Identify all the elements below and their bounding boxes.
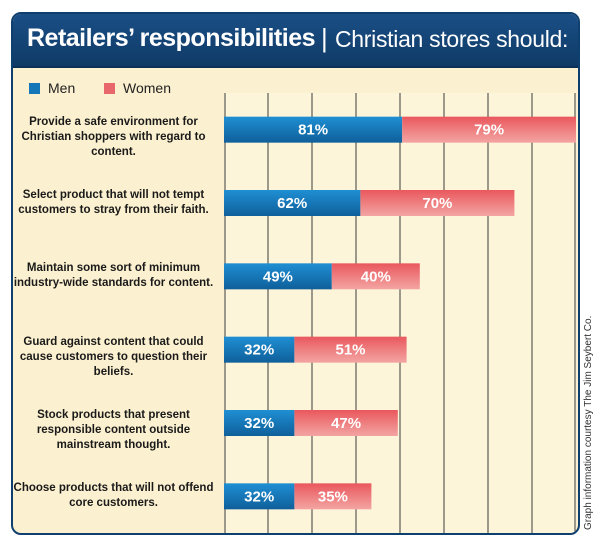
chart-title: Retailers’ responsibilities	[27, 24, 316, 52]
data-label-men: 32%	[244, 342, 274, 359]
legend-item-women: Women	[104, 80, 171, 96]
credit-text: Graph information courtesy The Jim Seybe…	[583, 315, 594, 530]
plot-area: 81% 79% 62% 70% 49% 40% 32% 51% 32% 47% 32% 35%	[224, 93, 576, 533]
data-label-men: 81%	[298, 122, 328, 139]
data-label-men: 49%	[263, 268, 293, 285]
bar-men	[224, 190, 361, 216]
category-label: Provide a safe environment for Christian…	[21, 115, 206, 158]
bar-women	[360, 190, 515, 216]
title-bar: Retailers’ responsibilities | Christian …	[13, 14, 578, 68]
bar-women	[294, 336, 407, 363]
data-label-women: 47%	[331, 415, 361, 432]
legend-swatch-women	[104, 82, 115, 94]
chart-subtitle: Christian stores should:	[335, 26, 569, 52]
category-label: Guard against content that could cause c…	[19, 335, 208, 378]
data-label-women: 35%	[318, 488, 348, 505]
bar-men	[224, 483, 295, 510]
bar-women	[294, 483, 372, 510]
category-label: Maintain some sort of minimum industry-w…	[13, 262, 214, 290]
title-separator: |	[321, 23, 328, 53]
legend-label-women: Women	[123, 80, 171, 96]
data-label-women: 51%	[335, 342, 365, 359]
chart-frame: Retailers’ responsibilities | Christian …	[11, 12, 580, 535]
category-label: Select product that will not tempt custo…	[18, 189, 209, 216]
legend-label-men: Men	[48, 80, 76, 96]
bar-women	[294, 410, 398, 436]
bar-chart: 81% 79% 62% 70% 49% 40% 32% 51% 32% 47% 32% 35%	[224, 93, 576, 533]
data-label-women: 79%	[474, 122, 504, 139]
data-label-women: 70%	[422, 195, 452, 212]
data-label-men: 32%	[244, 415, 274, 432]
data-label-men: 62%	[277, 195, 307, 212]
bar-women	[402, 116, 576, 143]
data-label-women: 40%	[361, 268, 391, 285]
bar-men	[224, 410, 295, 436]
bar-men	[224, 336, 295, 363]
legend-item-men: Men	[29, 80, 75, 96]
data-label-men: 32%	[244, 488, 274, 505]
bar-women	[331, 263, 420, 290]
category-label: Choose products that will not offend cor…	[13, 482, 214, 510]
legend-swatch-men	[29, 82, 40, 94]
bar-men	[224, 263, 332, 290]
category-label: Stock products that present responsible …	[36, 409, 191, 451]
bar-men	[224, 116, 403, 143]
